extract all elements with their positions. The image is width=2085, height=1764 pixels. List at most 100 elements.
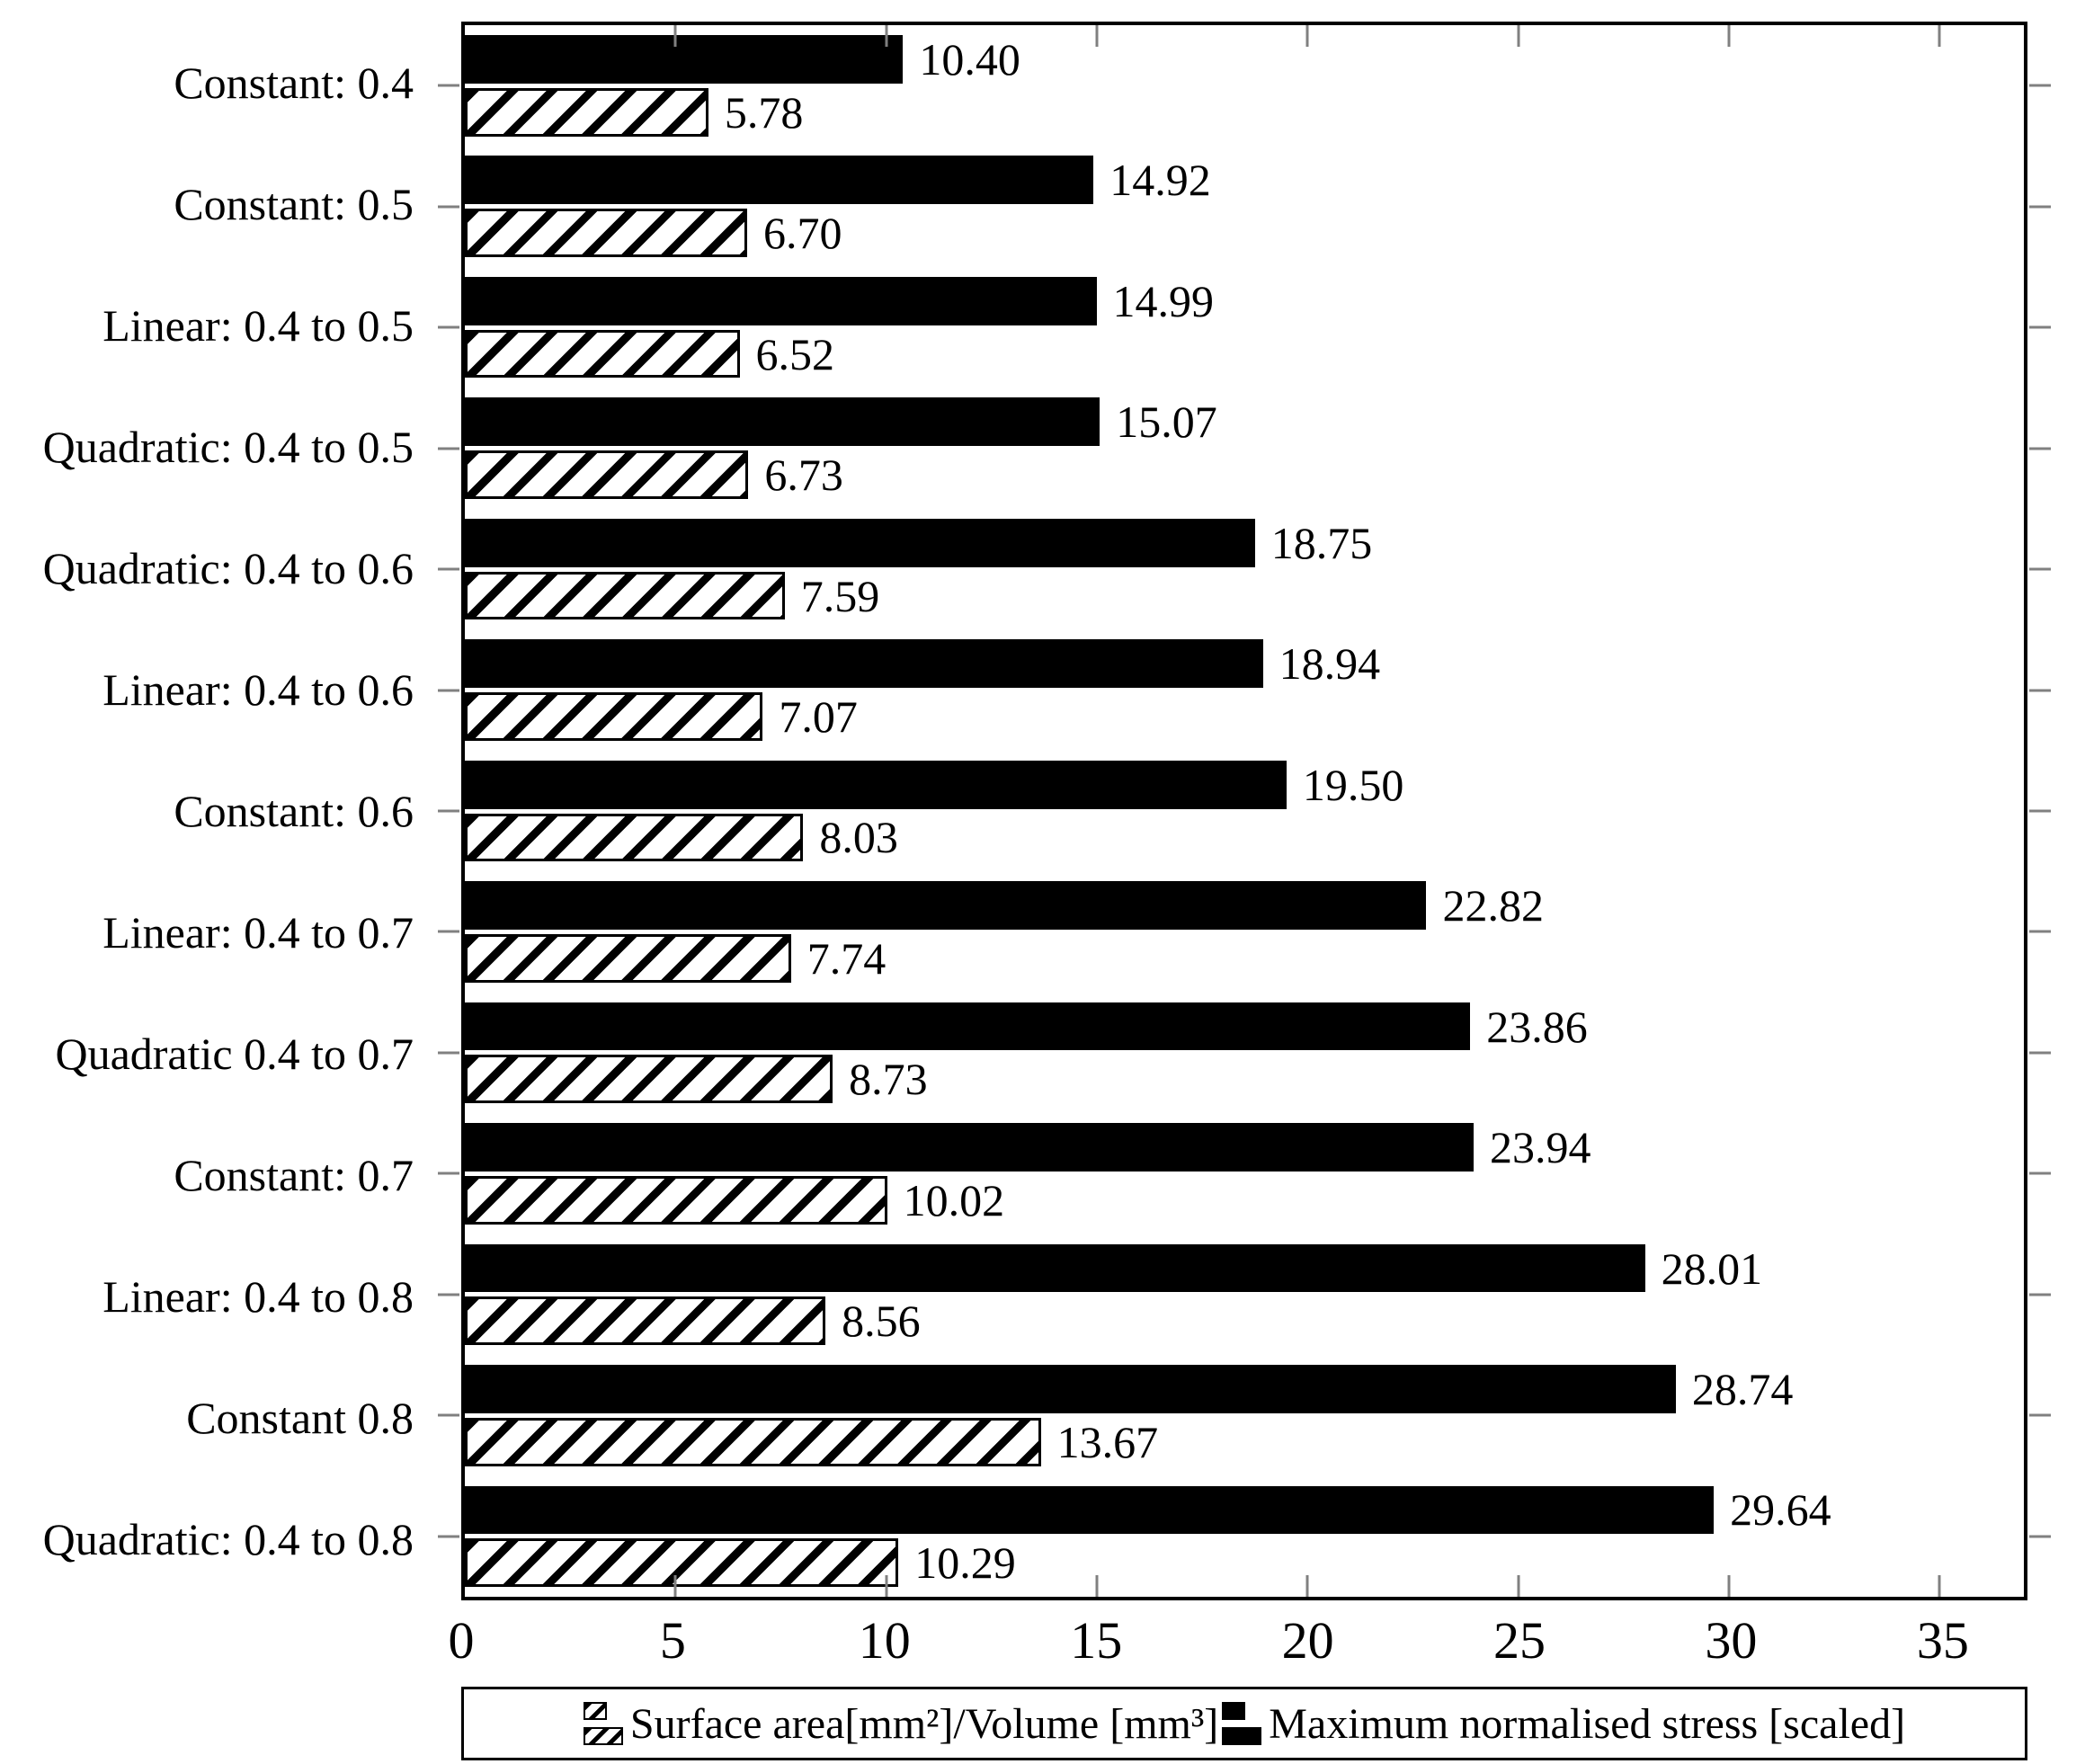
- bar-group: 15.07 6.73: [465, 388, 2024, 508]
- category-label: Linear: 0.4 to 0.7: [102, 907, 414, 958]
- category-label: Linear: 0.4 to 0.5: [102, 299, 414, 351]
- bar-row: 14.92: [465, 155, 2024, 206]
- category-label: Constant 0.8: [186, 1393, 414, 1444]
- bar-group: 23.94 10.02: [465, 1113, 2024, 1234]
- x-axis-tick-mark: [1727, 1575, 1731, 1597]
- bar-row: 23.86: [465, 1002, 2024, 1051]
- legend-item-surface-volume: Surface area[mm²]/Volume [mm³]: [583, 1697, 1219, 1750]
- stress-bar: [465, 276, 1097, 325]
- bar-row: 23.94: [465, 1123, 2024, 1172]
- bar-group: 28.74 13.67: [465, 1355, 2024, 1475]
- x-axis-tick-mark: [673, 1575, 677, 1597]
- bar-value-label: 14.99: [1112, 275, 1215, 326]
- hatched-swatch-segment: [583, 1702, 607, 1720]
- bar-value-label: 6.52: [755, 328, 835, 379]
- bar-value-label: 6.73: [764, 450, 843, 501]
- category-label: Quadratic: 0.4 to 0.5: [42, 421, 414, 472]
- legend-label-surface-volume: Surface area[mm²]/Volume [mm³]: [629, 1699, 1219, 1748]
- y-axis-tick-mark: [2029, 1535, 2051, 1538]
- bar-value-label: 28.74: [1691, 1364, 1794, 1414]
- x-axis-tick-mark: [1938, 25, 1941, 47]
- surface-volume-bar: [465, 692, 763, 741]
- bar-value-label: 23.86: [1486, 1001, 1588, 1052]
- category-label: Constant: 0.4: [174, 57, 414, 108]
- bar-group: 28.01 8.56: [465, 1234, 2024, 1355]
- bar-row: 14.99: [465, 275, 2024, 326]
- hatched-bar-swatch-icon: [583, 1697, 623, 1750]
- bar-row: 7.07: [465, 692, 2024, 741]
- bar-row: 13.67: [465, 1416, 2024, 1467]
- bar-row: 5.78: [465, 86, 2024, 138]
- bar-value-label: 29.64: [1730, 1484, 1831, 1536]
- bar-value-label: 6.70: [762, 208, 842, 259]
- bar-group: 19.50 8.03: [465, 751, 2024, 871]
- y-axis-tick-mark: [2029, 930, 2051, 933]
- bar-row: 22.82: [465, 880, 2024, 931]
- bar-row: 7.74: [465, 934, 2024, 983]
- bar-row: 28.74: [465, 1365, 2024, 1413]
- bar-group: 22.82 7.74: [465, 871, 2024, 992]
- x-axis-tick-mark: [1938, 1575, 1941, 1597]
- y-axis-tick-mark: [438, 1051, 459, 1055]
- solid-swatch-segment: [1222, 1727, 1262, 1745]
- surface-volume-bar: [465, 1296, 826, 1346]
- y-axis-tick-mark: [438, 325, 459, 329]
- category-label: Quadratic 0.4 to 0.7: [55, 1029, 414, 1080]
- bar-group: 23.86 8.73: [465, 993, 2024, 1113]
- category-label: Linear: 0.4 to 0.6: [102, 664, 414, 715]
- stress-bar: [465, 397, 1100, 447]
- x-axis-tick-mark: [885, 1575, 888, 1597]
- bar-value-label: 10.29: [914, 1537, 1016, 1589]
- x-axis-tick-mark: [1305, 1575, 1309, 1597]
- x-axis-tick-mark: [1305, 25, 1309, 47]
- stress-bar: [465, 1365, 1676, 1413]
- stress-bar: [465, 34, 904, 84]
- solid-bar-swatch-icon: [1222, 1697, 1262, 1750]
- category-label: Quadratic: 0.4 to 0.6: [42, 542, 414, 593]
- bar-value-label: 14.92: [1109, 155, 1211, 206]
- stress-bar: [465, 1243, 1645, 1293]
- bar-value-label: 15.07: [1116, 396, 1217, 448]
- bar-value-label: 8.03: [819, 812, 898, 863]
- bar-row: 15.07: [465, 396, 2024, 448]
- bar-value-label: 5.78: [724, 86, 804, 138]
- y-axis-tick-mark: [438, 1535, 459, 1538]
- bar-row: 10.29: [465, 1537, 2024, 1589]
- stress-bar: [465, 518, 1255, 567]
- y-axis-tick-mark: [438, 1172, 459, 1175]
- y-axis-tick-mark: [438, 930, 459, 933]
- bar-value-label: 22.82: [1442, 880, 1544, 931]
- plot-area: 10.40 5.78 14.92 6.70 14.99 6.52 15.07 6.73 18.7…: [438, 22, 2051, 1600]
- y-axis-tick-mark: [2029, 809, 2051, 813]
- legend: Surface area[mm²]/Volume [mm³] Maximum n…: [461, 1687, 2027, 1760]
- bar-row: 18.75: [465, 518, 2024, 567]
- surface-volume-bar: [465, 450, 749, 499]
- bar-value-label: 18.94: [1279, 638, 1381, 690]
- surface-volume-bar: [465, 1175, 887, 1225]
- legend-item-stress: Maximum normalised stress [scaled]: [1222, 1697, 1905, 1750]
- bar-group: 14.99 6.52: [465, 267, 2024, 388]
- x-axis-tick-mark: [885, 25, 888, 47]
- bar-row: 8.56: [465, 1296, 2024, 1346]
- stress-bar: [465, 881, 1427, 931]
- stress-bar: [465, 1002, 1471, 1051]
- surface-volume-bar: [465, 1538, 899, 1588]
- category-label: Constant: 0.6: [174, 786, 414, 836]
- y-axis-tick-mark: [2029, 689, 2051, 692]
- surface-volume-bar: [465, 87, 708, 137]
- y-axis-tick-mark: [2029, 325, 2051, 329]
- y-axis-tick-mark: [438, 1413, 459, 1417]
- bar-value-label: 13.67: [1056, 1416, 1159, 1467]
- stress-bar: [465, 1123, 1474, 1172]
- category-label: Quadratic: 0.4 to 0.8: [42, 1514, 414, 1565]
- bar-value-label: 7.59: [800, 570, 880, 621]
- bar-value-label: 23.94: [1489, 1122, 1591, 1173]
- surface-volume-bar: [465, 934, 791, 983]
- x-tick-label: 35: [1916, 1611, 1969, 1670]
- surface-volume-bar: [465, 1055, 833, 1104]
- y-axis-tick-mark: [2029, 567, 2051, 571]
- bar-group: 14.92 6.70: [465, 146, 2024, 266]
- bar-row: 6.52: [465, 328, 2024, 379]
- bar-value-label: 7.07: [779, 690, 858, 742]
